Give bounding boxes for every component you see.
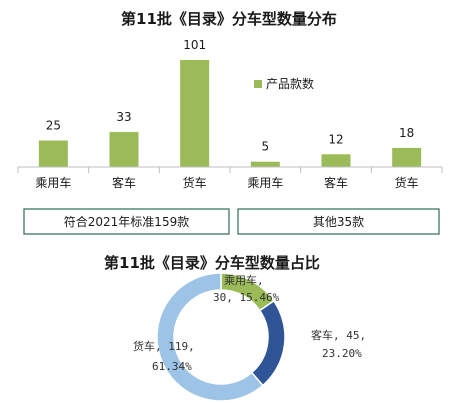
bar-data-label: 5	[262, 140, 270, 154]
pie-label-truck-line2: 61.34%	[152, 360, 192, 373]
x-tick-label: 货车	[395, 175, 419, 190]
group-label-standard: 符合2021年标准159款	[64, 214, 189, 229]
bar-data-labels: 25 33 101 5 12 18	[46, 38, 415, 154]
x-tick-label: 乘用车	[247, 175, 283, 190]
x-tick-label: 客车	[324, 175, 348, 190]
x-axis-tick-labels: 乘用车 客车 货车 乘用车 客车 货车	[35, 175, 418, 190]
bar-data-label: 12	[328, 132, 343, 146]
x-tick-label: 货车	[183, 175, 207, 190]
pie-label-sedan-line2: 30, 15.46%	[213, 291, 280, 304]
bar-data-label: 25	[46, 119, 61, 133]
donut-slice-1	[250, 299, 286, 387]
x-tick-label: 乘用车	[35, 175, 71, 190]
bar-data-label: 101	[183, 38, 206, 52]
bar-0	[38, 140, 68, 167]
legend-swatch	[254, 80, 262, 88]
bar-4	[321, 154, 351, 167]
bar-3	[250, 161, 280, 167]
group-label-other: 其他35款	[313, 215, 364, 229]
donut-chart	[156, 272, 286, 402]
pie-label-truck-line1: 货车, 119,	[133, 339, 195, 353]
bar-2	[180, 60, 210, 167]
group-box-other	[237, 208, 440, 235]
pie-chart-title: 第11批《目录》分车型数量占比	[104, 254, 320, 272]
x-axis-tick-marks	[17, 167, 443, 173]
x-tick-label: 客车	[112, 175, 136, 190]
pie-label-bus-line1: 客车, 45,	[311, 328, 366, 342]
bar-5	[392, 147, 422, 167]
donut-slice-2	[156, 272, 264, 402]
pie-label-bus-line2: 23.20%	[322, 347, 362, 360]
group-box-standard	[23, 208, 230, 235]
bar-chart-title: 第11批《目录》分车型数量分布	[121, 10, 337, 28]
bar-series	[38, 60, 422, 167]
pie-label-sedan-line1: 乘用车,	[224, 273, 264, 287]
legend-label: 产品款数	[266, 76, 314, 91]
bar-data-label: 18	[399, 126, 414, 140]
bar-data-label: 33	[116, 110, 131, 124]
bar-1	[109, 132, 139, 167]
